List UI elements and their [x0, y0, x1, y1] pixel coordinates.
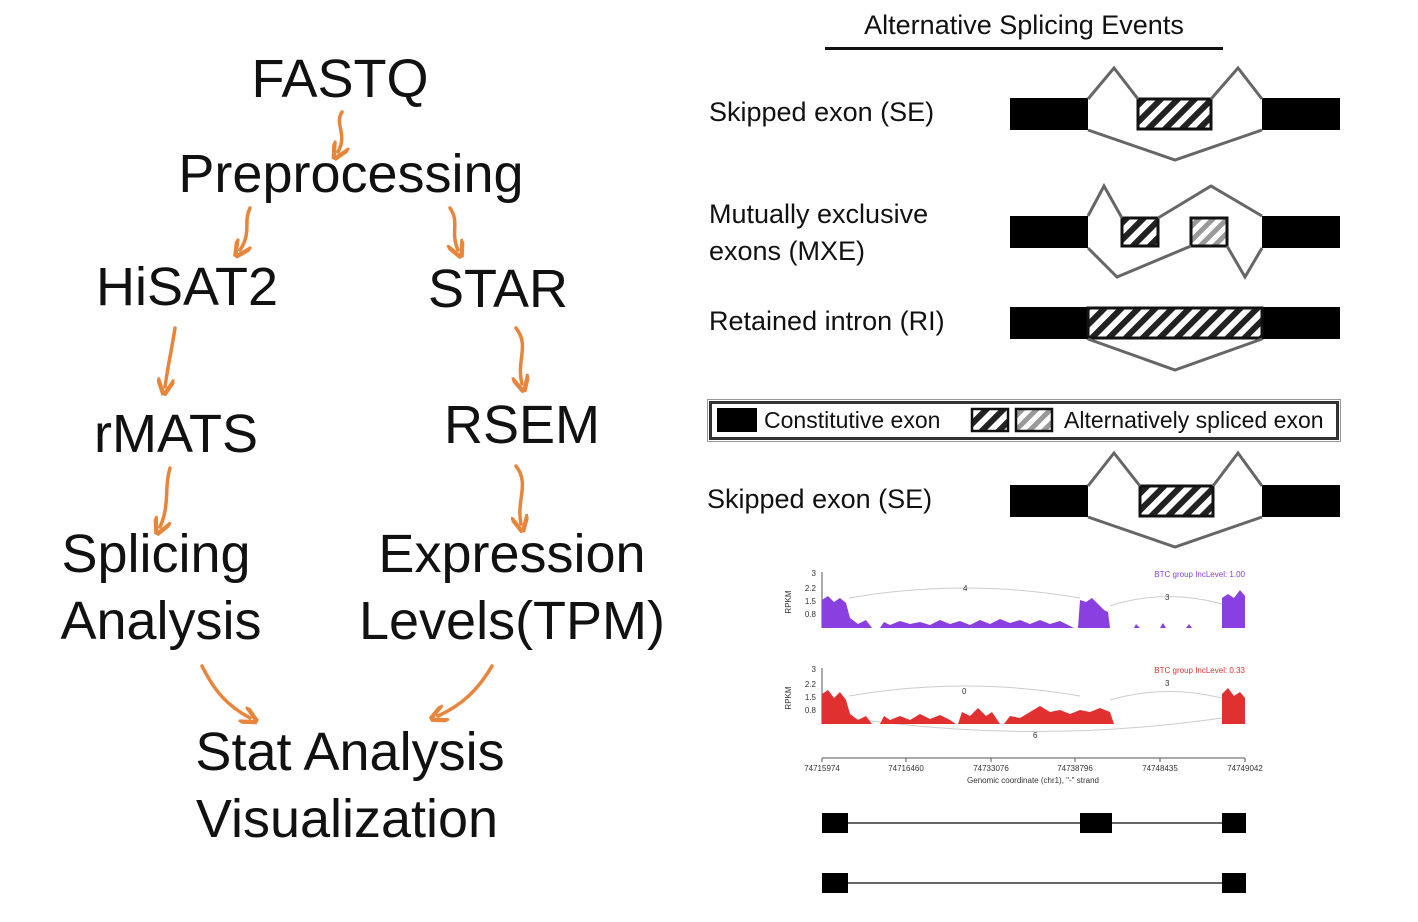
xtick-0: 74715974	[804, 764, 840, 773]
mxe-alt-exon-2	[1189, 216, 1229, 248]
ri-splice-junction	[1087, 337, 1263, 372]
node-rmats: rMATS	[94, 404, 258, 464]
se-left-exon	[1010, 98, 1088, 130]
mxe-left-exon	[1010, 216, 1088, 248]
node-fastq: FASTQ	[251, 49, 429, 109]
legend-alt-dark-swatch	[970, 407, 1010, 433]
label-mxe-line2: exons (MXE)	[709, 236, 866, 266]
label-skipped-exon: Skipped exon (SE)	[709, 97, 935, 127]
top-junction-2: 3	[1165, 593, 1170, 602]
label-mxe-line1: Mutually exclusive	[709, 199, 929, 229]
sashimi-x-axis: 74715974 74716460 74733076 74738796 7474…	[804, 757, 1263, 785]
bottom-coverage	[822, 688, 1245, 724]
sashimi-top-track: 3 2.2 1.5 0.8 RPKM BTC group IncLevel: 1…	[784, 569, 1246, 628]
legend-alternative-label: Alternatively spliced exon	[1064, 407, 1324, 433]
ytick-bottom-1: 2.2	[805, 680, 817, 689]
yaxis-label-bottom: RPKM	[784, 686, 793, 709]
events-title: Alternative Splicing Events	[825, 10, 1223, 50]
arrow-rmats-splicing	[160, 466, 172, 527]
bottom-junction-1: 0	[962, 687, 967, 696]
se-event-diagram	[1010, 65, 1340, 162]
ytick-top-1: 2.2	[805, 584, 817, 593]
isoform-skipping	[822, 873, 1246, 893]
xaxis-label: Genomic coordinate (chr1), "-" strand	[967, 776, 1099, 785]
label-skipped-exon-2: Skipped exon (SE)	[707, 484, 933, 514]
ytick-bottom-0: 3	[812, 665, 817, 674]
arrow-expression-stat	[438, 664, 494, 716]
ri-right-exon	[1262, 307, 1340, 339]
se-upper-junction-right	[1209, 65, 1264, 100]
node-rsem: RSEM	[443, 395, 601, 455]
ri-event-diagram	[1010, 306, 1340, 372]
legend-constitutive-label: Constitutive exon	[764, 407, 941, 433]
exon-legend: Constitutive exon Alternatively spliced …	[707, 399, 1341, 442]
label-retained-intron: Retained intron (RI)	[709, 306, 945, 336]
arrow-rsem-expression	[516, 464, 522, 524]
ytick-top-3: 0.8	[805, 610, 817, 619]
arrow-hisat2-rmats	[165, 326, 177, 387]
node-expression-line1: Expression	[378, 524, 646, 584]
arrow-fastq-preprocessing	[338, 110, 342, 152]
node-expression-line2: Levels(TPM)	[358, 591, 666, 651]
legend-constitutive-swatch	[717, 408, 757, 432]
node-preprocessing: Preprocessing	[178, 144, 524, 204]
xtick-2: 74733076	[973, 764, 1009, 773]
mxe-alt-exon-1	[1120, 216, 1160, 248]
node-star: STAR	[427, 259, 569, 319]
node-hisat2: HiSAT2	[95, 257, 279, 317]
legend-alt-light-swatch	[1014, 407, 1054, 433]
ri-retained-intron	[1086, 306, 1264, 340]
bottom-junction-2: 3	[1165, 679, 1170, 688]
node-stat-line2: Visualization	[195, 789, 499, 849]
node-stat-line1: Stat Analysis	[195, 722, 505, 782]
sashimi-plot: 3 2.2 1.5 0.8 RPKM BTC group IncLevel: 1…	[784, 569, 1263, 893]
legend-swatches	[717, 407, 1054, 433]
arrow-preprocessing-hisat2	[240, 206, 250, 250]
ytick-top-2: 1.5	[805, 597, 817, 606]
arrow-splicing-stat	[200, 664, 250, 718]
ytick-bottom-3: 0.8	[805, 706, 817, 715]
node-splicing-line2: Analysis	[60, 591, 262, 651]
se-alt-exon	[1136, 97, 1213, 131]
workflow-arrows	[0, 110, 700, 922]
xtick-3: 74738796	[1057, 764, 1093, 773]
top-coverage	[822, 590, 1245, 628]
se-skip-junction	[1087, 128, 1263, 162]
ytick-top-0: 3	[812, 569, 817, 578]
xtick-5: 74749042	[1227, 764, 1263, 773]
se-right-exon	[1262, 98, 1340, 130]
sashimi-bottom-track: 3 2.2 1.5 0.8 RPKM BTC group IncLevel: 0…	[784, 665, 1246, 740]
xtick-4: 74748435	[1142, 764, 1178, 773]
mxe-event-diagram	[1010, 182, 1340, 280]
arrow-preprocessing-star	[450, 206, 458, 250]
se2-event-diagram	[1010, 450, 1340, 549]
xtick-1: 74716460	[888, 764, 924, 773]
bottom-junction-3: 6	[1033, 731, 1038, 740]
ytick-bottom-2: 1.5	[805, 693, 817, 702]
top-track-legend: BTC group IncLevel: 1.00	[1154, 570, 1245, 579]
mxe-right-exon	[1262, 216, 1340, 248]
arrow-star-rsem	[516, 326, 522, 384]
bottom-track-legend: BTC group IncLevel: 0.33	[1154, 666, 1245, 675]
ri-left-exon	[1010, 307, 1088, 339]
isoform-inclusion	[822, 813, 1246, 833]
yaxis-label-top: RPKM	[784, 590, 793, 613]
se-upper-junction-left	[1086, 65, 1140, 100]
top-junction-1: 4	[963, 584, 968, 593]
